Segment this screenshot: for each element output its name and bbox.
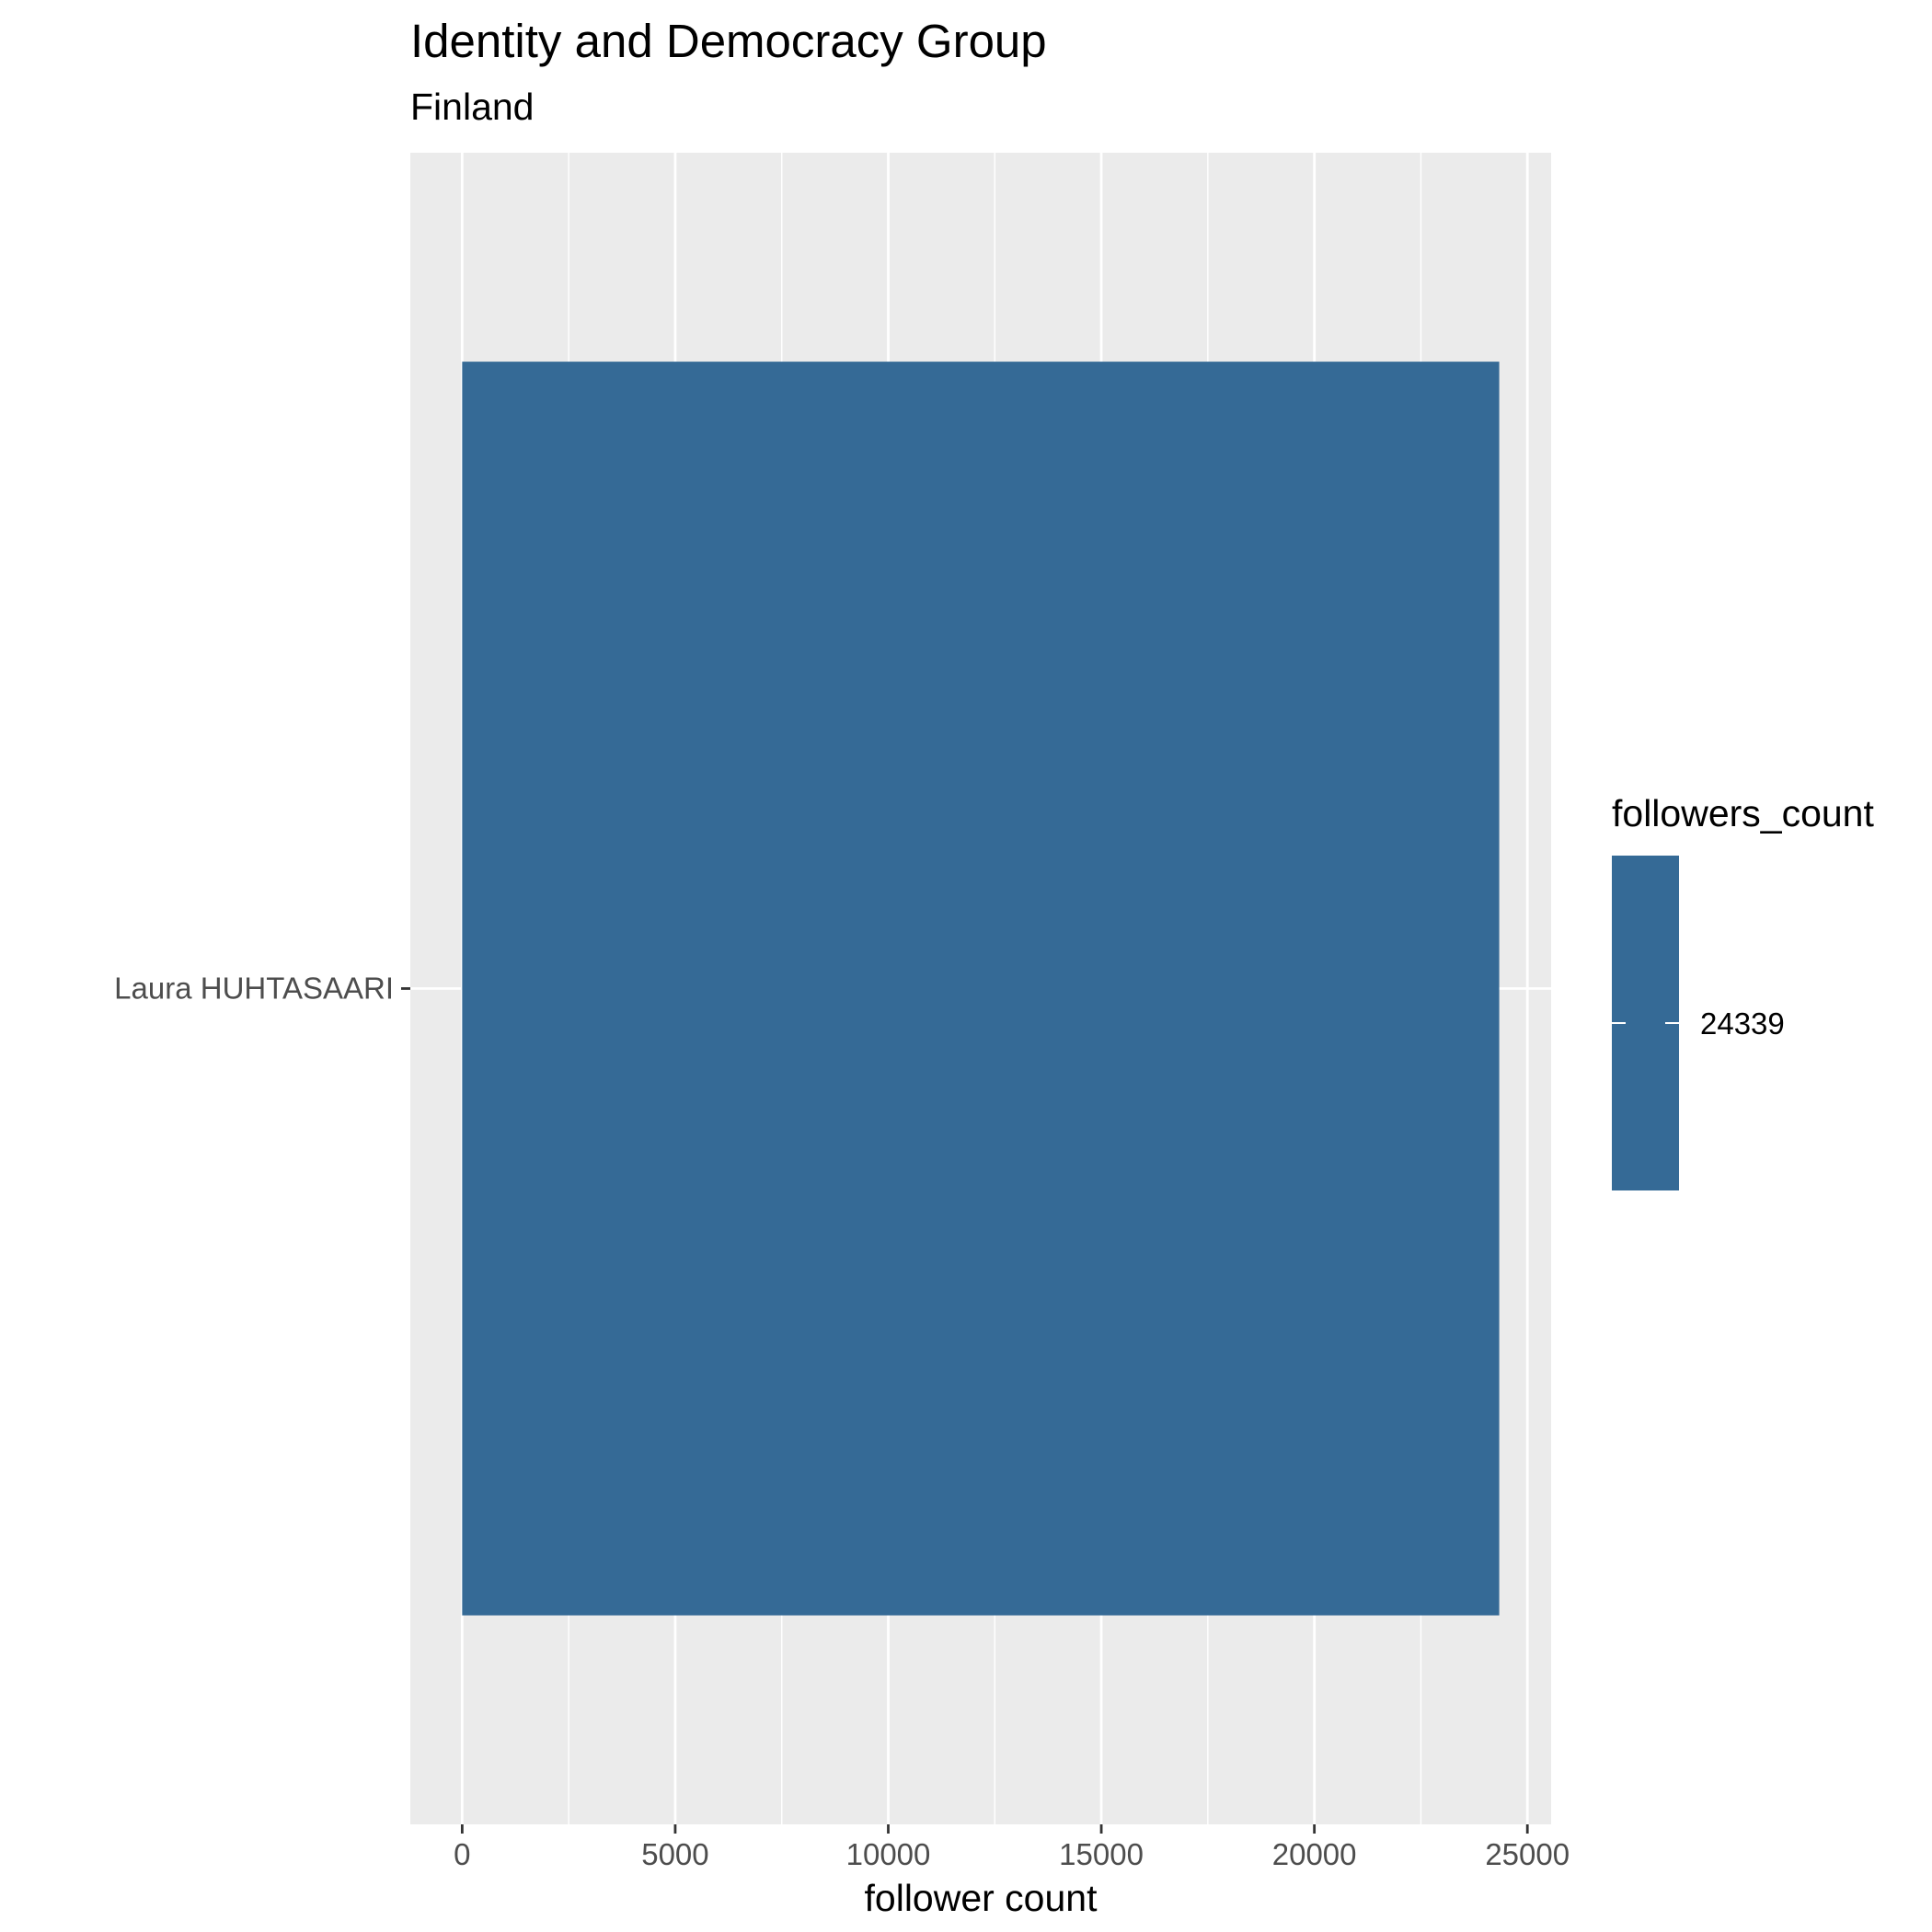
y-axis: Laura HUHTASAARI [114,972,410,1006]
x-tick-label: 5000 [641,1837,708,1871]
bar [462,362,1500,1616]
legend-label: 24339 [1700,1006,1785,1041]
legend: followers_count 24339 [1612,792,1874,1190]
chart-title: Identity and Democracy Group [410,15,1047,67]
legend-title: followers_count [1612,792,1874,834]
x-axis: 0 5000 10000 15000 20000 25000 [454,1824,1570,1871]
x-tick-label: 15000 [1059,1837,1144,1871]
y-tick-label: Laura HUHTASAARI [114,972,394,1006]
x-tick-label: 10000 [846,1837,931,1871]
x-tick-label: 0 [454,1837,470,1871]
x-tick-label: 25000 [1485,1837,1570,1871]
chart-subtitle: Finland [410,86,534,128]
x-tick-label: 20000 [1272,1837,1357,1871]
x-axis-title: follower count [865,1877,1098,1919]
bars [462,362,1500,1616]
